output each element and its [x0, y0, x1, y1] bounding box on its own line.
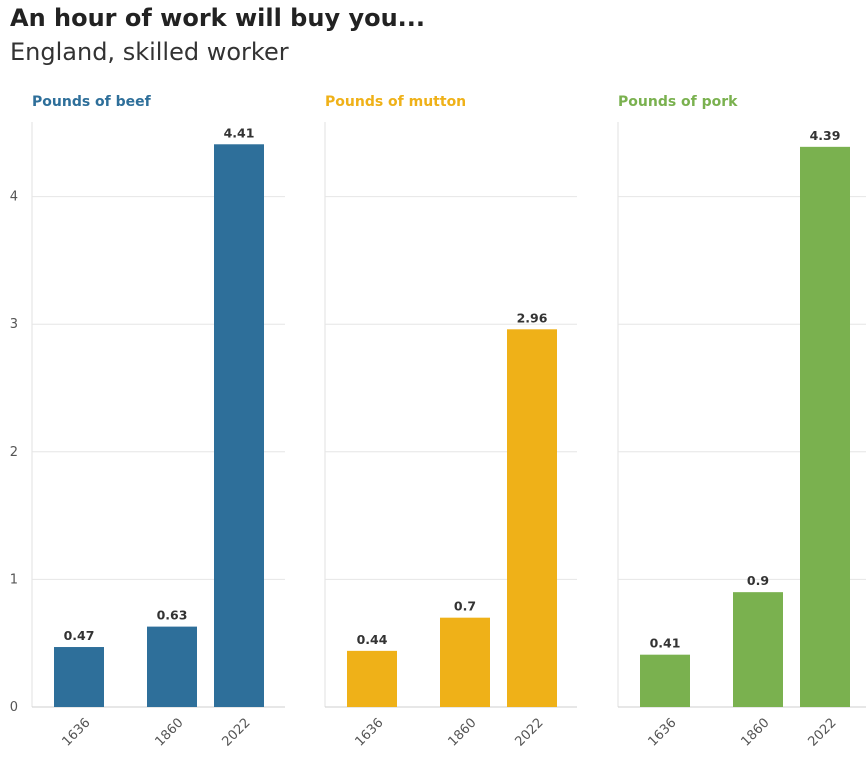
bar	[54, 647, 104, 707]
bar	[507, 329, 557, 707]
x-tick-label: 2022	[806, 716, 840, 750]
data-label: 2.96	[517, 310, 548, 325]
data-label: 0.44	[357, 632, 388, 647]
data-label: 0.63	[157, 608, 188, 623]
x-tick-label: 2022	[513, 716, 547, 750]
y-tick-label: 4	[10, 190, 18, 205]
bar	[347, 650, 397, 707]
x-tick-label: 1636	[60, 716, 94, 750]
x-tick-label: 1860	[446, 716, 480, 750]
data-label: 4.39	[810, 128, 841, 143]
chart-subtitle: England, skilled worker	[10, 38, 289, 66]
y-tick-label: 2	[10, 445, 18, 460]
bar	[640, 654, 690, 707]
data-label: 0.7	[454, 599, 476, 614]
x-tick-label: 1860	[739, 716, 773, 750]
bar	[147, 626, 197, 707]
data-label: 0.41	[650, 636, 681, 651]
panel-title: Pounds of beef	[32, 94, 152, 110]
x-tick-label: 2022	[220, 716, 254, 750]
panel-title: Pounds of mutton	[325, 94, 466, 110]
bar	[214, 144, 264, 707]
bar	[800, 146, 850, 707]
x-tick-label: 1860	[153, 716, 187, 750]
chart-title: An hour of work will buy you...	[10, 4, 426, 32]
bar	[733, 592, 783, 707]
data-label: 4.41	[224, 125, 255, 140]
panel-title: Pounds of pork	[618, 94, 738, 110]
x-tick-label: 1636	[646, 716, 680, 750]
data-label: 0.47	[64, 628, 95, 643]
y-tick-label: 1	[10, 572, 18, 587]
data-label: 0.9	[747, 573, 769, 588]
x-tick-label: 1636	[353, 716, 387, 750]
y-tick-label: 0	[10, 700, 18, 715]
bar	[440, 617, 490, 707]
y-tick-label: 3	[10, 317, 18, 332]
